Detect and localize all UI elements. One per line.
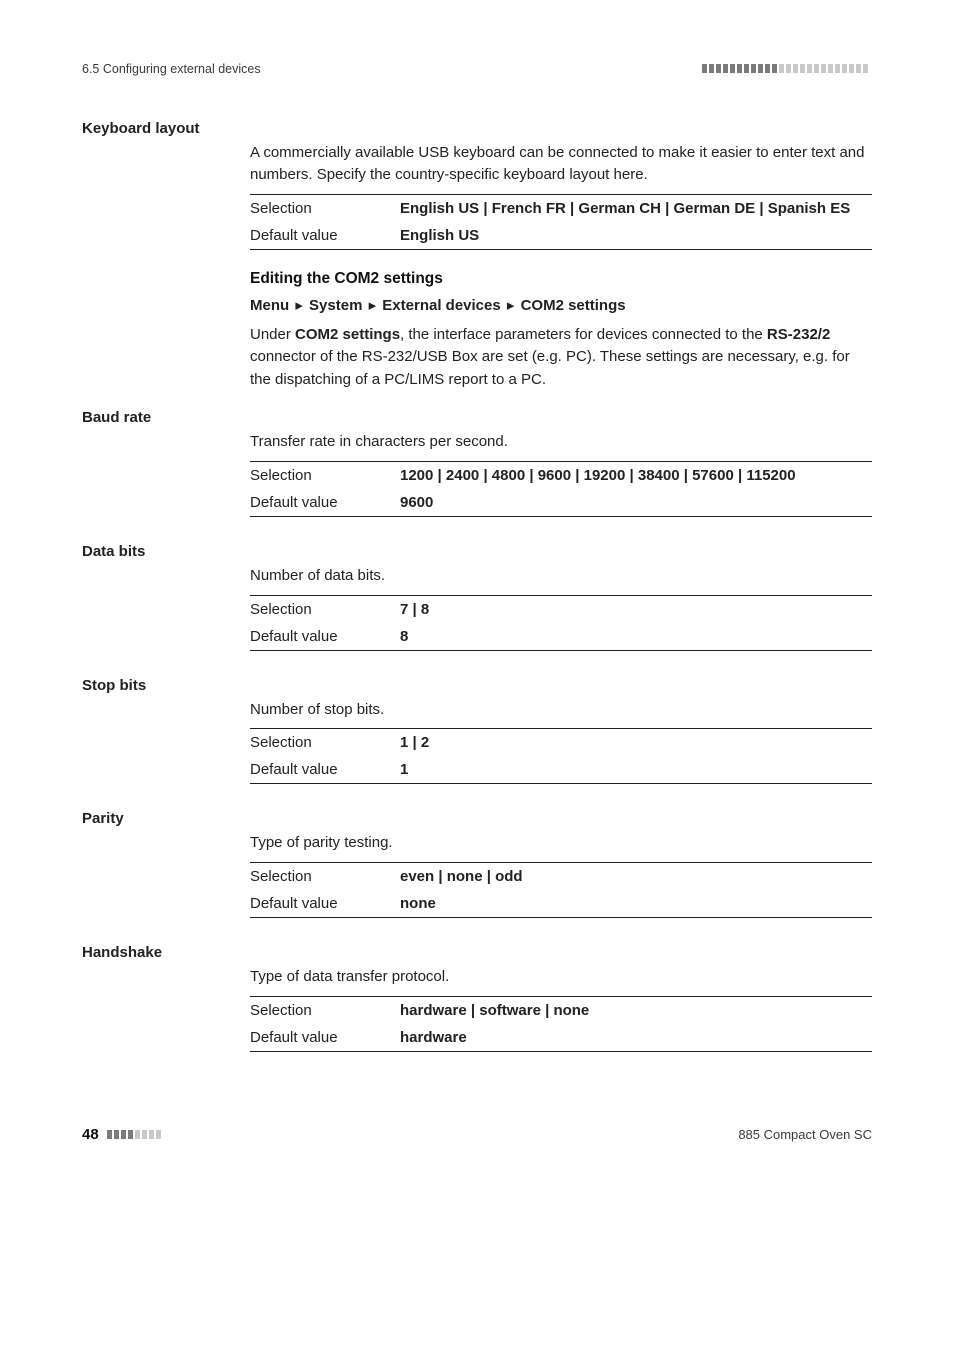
spec-block: Selectionhardware | software | noneDefau… (250, 996, 872, 1052)
section-label: Handshake (82, 944, 238, 961)
spec-key-default: Default value (250, 893, 400, 914)
spec-row-default: Default value9600 (250, 489, 872, 517)
section-label-col: Baud rate (82, 409, 250, 537)
section-paragraph: Number of stop bits. (250, 699, 872, 721)
spec-row-selection: Selection English US | French FR | Germa… (250, 194, 872, 222)
section-label: Keyboard layout (82, 120, 238, 137)
com2-menu-path: Menu ▸ System ▸ External devices ▸ COM2 … (250, 296, 872, 314)
header-bar-icon (702, 62, 872, 76)
running-header: 6.5 Configuring external devices (82, 62, 872, 76)
spec-val-selection: 1 | 2 (400, 732, 872, 753)
com2-body-b2: RS-232/2 (767, 326, 830, 343)
menu-sep-icon: ▸ (505, 297, 517, 314)
section-paragraph: A commercially available USB keyboard ca… (250, 142, 872, 186)
com2-body-mid2: connector of the RS-232/USB Box are set … (250, 348, 850, 388)
section-baud-rate: Baud rate Transfer rate in characters per… (82, 409, 872, 537)
menu-seg-1: System (309, 297, 362, 314)
spec-key-selection: Selection (250, 198, 400, 219)
spec-key-selection: Selection (250, 866, 400, 887)
section-parity: Parity Type of parity testing. Selectionev… (82, 810, 872, 938)
com2-heading: Editing the COM2 settings (250, 270, 872, 288)
footer-bar-icon (107, 1130, 171, 1139)
menu-seg-2: External devices (382, 297, 500, 314)
running-footer: 48 885 Compact Oven SC (82, 1126, 872, 1143)
section-label-col: Keyboard layout (82, 120, 250, 409)
spec-row-default: Default value8 (250, 623, 872, 651)
spec-val-selection: hardware | software | none (400, 1000, 872, 1021)
spec-block: Selection1 | 2Default value1 (250, 728, 872, 784)
spec-val-default: 1 (400, 759, 872, 780)
spec-key-default: Default value (250, 759, 400, 780)
section-keyboard-layout: Keyboard layout A commercially available… (82, 120, 872, 409)
section-label-col: Data bits (82, 543, 250, 671)
spec-key-selection: Selection (250, 1000, 400, 1021)
com2-body-mid1: , the interface parameters for devices c… (400, 326, 767, 343)
section-data-bits: Data bits Number of data bits. Selection7 … (82, 543, 872, 671)
com2-body-pre: Under (250, 326, 295, 343)
com2-sections: Baud rate Transfer rate in characters per… (82, 409, 872, 1072)
page-root: 6.5 Configuring external devices Keyboar… (0, 0, 954, 1203)
spec-key-selection: Selection (250, 465, 400, 486)
spec-row-default: Default value English US (250, 222, 872, 250)
footer-left: 48 (82, 1126, 171, 1143)
section-label: Data bits (82, 543, 238, 560)
section-label-col: Handshake (82, 944, 250, 1072)
spec-key-default: Default value (250, 492, 400, 513)
spec-row-default: Default value1 (250, 756, 872, 784)
section-content: Type of parity testing. Selectioneven | n… (250, 810, 872, 938)
page-number: 48 (82, 1126, 99, 1143)
menu-sep-icon: ▸ (367, 297, 379, 314)
spec-val-selection: English US | French FR | German CH | Ger… (400, 198, 872, 219)
spec-key-selection: Selection (250, 732, 400, 753)
section-handshake: Handshake Type of data transfer protocol.… (82, 944, 872, 1072)
section-content: Type of data transfer protocol. Selection… (250, 944, 872, 1072)
menu-sep-icon: ▸ (293, 297, 305, 314)
section-label: Stop bits (82, 677, 238, 694)
spec-block: Selection1200 | 2400 | 4800 | 9600 | 192… (250, 461, 872, 517)
spec-val-selection: 7 | 8 (400, 599, 872, 620)
section-label: Parity (82, 810, 238, 827)
section-label-col: Parity (82, 810, 250, 938)
menu-seg-0: Menu (250, 297, 289, 314)
section-paragraph: Type of parity testing. (250, 832, 872, 854)
spec-key-default: Default value (250, 225, 400, 246)
spec-val-default: none (400, 893, 872, 914)
spec-val-default: 9600 (400, 492, 872, 513)
spec-row-selection: Selectioneven | none | odd (250, 862, 872, 890)
section-label-col: Stop bits (82, 677, 250, 805)
spec-row-default: Default valuenone (250, 890, 872, 918)
spec-block: Selection English US | French FR | Germa… (250, 194, 872, 250)
section-content: A commercially available USB keyboard ca… (250, 120, 872, 409)
spec-row-selection: Selection1200 | 2400 | 4800 | 9600 | 192… (250, 461, 872, 489)
com2-body-b1: COM2 settings (295, 326, 400, 343)
spec-row-selection: Selection7 | 8 (250, 595, 872, 623)
section-content: Number of stop bits.Selection1 | 2Defaul… (250, 677, 872, 805)
spec-val-selection: 1200 | 2400 | 4800 | 9600 | 19200 | 3840… (400, 465, 872, 486)
spec-block: Selectioneven | none | oddDefault valuen… (250, 862, 872, 918)
spec-val-selection: even | none | odd (400, 866, 872, 887)
section-content: Transfer rate in characters per second. S… (250, 409, 872, 537)
header-section-title: 6.5 Configuring external devices (82, 62, 261, 76)
spec-key-default: Default value (250, 1027, 400, 1048)
spec-row-selection: Selectionhardware | software | none (250, 996, 872, 1024)
spec-val-default: hardware (400, 1027, 872, 1048)
spec-val-default: 8 (400, 626, 872, 647)
section-paragraph: Transfer rate in characters per second. (250, 431, 872, 453)
section-paragraph: Number of data bits. (250, 565, 872, 587)
footer-product: 885 Compact Oven SC (738, 1127, 872, 1142)
spec-row-selection: Selection1 | 2 (250, 728, 872, 756)
spec-key-default: Default value (250, 626, 400, 647)
section-stop-bits: Stop bits Number of stop bits. Selection1 … (82, 677, 872, 805)
spec-key-selection: Selection (250, 599, 400, 620)
spec-val-default: English US (400, 225, 872, 246)
section-paragraph: Type of data transfer protocol. (250, 966, 872, 988)
section-content: Number of data bits.Selection7 | 8Defaul… (250, 543, 872, 671)
section-label: Baud rate (82, 409, 238, 426)
com2-body: Under COM2 settings, the interface param… (250, 324, 872, 392)
spec-row-default: Default valuehardware (250, 1024, 872, 1052)
spec-block: Selection7 | 8Default value8 (250, 595, 872, 651)
menu-seg-3: COM2 settings (521, 297, 626, 314)
